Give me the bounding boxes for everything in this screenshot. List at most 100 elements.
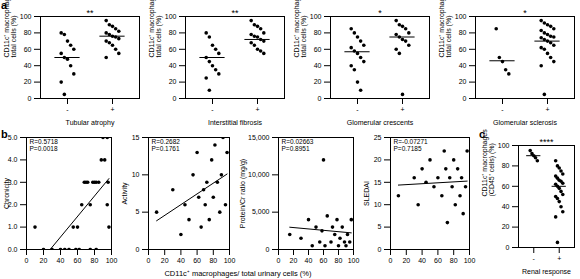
svg-text:0: 0 (378, 246, 382, 253)
svg-text:0: 0 (389, 257, 393, 264)
svg-text:40: 40 (57, 257, 65, 264)
svg-text:0: 0 (318, 95, 322, 102)
svg-text:80: 80 (169, 29, 177, 36)
svg-text:4.0: 4.0 (8, 156, 18, 163)
svg-text:60: 60 (314, 46, 322, 53)
svg-text:60: 60 (169, 46, 177, 53)
svg-text:Protein/Cr ratio (mg/g): Protein/Cr ratio (mg/g) (239, 159, 247, 228)
svg-text:20: 20 (161, 257, 169, 264)
svg-text:SLEDAI: SLEDAI (363, 181, 370, 206)
svg-text:100: 100 (455, 13, 467, 20)
svg-text:5,000: 5,000 (252, 208, 270, 215)
svg-text:0: 0 (463, 95, 467, 102)
svg-text:CD11c⁺ macrophages /total cell: CD11c⁺ macrophages /total cells (%) (293, 0, 308, 58)
svg-text:80: 80 (91, 257, 99, 264)
svg-text:-: - (501, 106, 504, 113)
svg-text:20: 20 (374, 156, 382, 163)
svg-text:80: 80 (24, 29, 32, 36)
svg-text:100: 100 (20, 13, 32, 20)
svg-text:-: - (66, 106, 69, 113)
svg-text:60: 60 (459, 46, 467, 53)
svg-text:60: 60 (193, 257, 201, 264)
svg-text:100: 100 (224, 257, 236, 264)
svg-text:10,000: 10,000 (248, 171, 270, 178)
svg-text:100: 100 (464, 257, 476, 264)
svg-text:60: 60 (434, 257, 442, 264)
svg-text:100: 100 (310, 13, 322, 20)
svg-text:80: 80 (502, 162, 510, 169)
svg-text:+: + (110, 106, 114, 113)
svg-text:Renal response: Renal response (522, 268, 571, 276)
svg-text:20: 20 (40, 257, 48, 264)
svg-text:Glomerular sclerosis: Glomerular sclerosis (493, 119, 557, 126)
svg-text:60: 60 (74, 257, 82, 264)
svg-text:100: 100 (348, 257, 360, 264)
svg-text:R=0.5718P=0.0018: R=0.5718P=0.0018 (30, 138, 59, 152)
svg-text:20: 20 (459, 78, 467, 85)
svg-text:15: 15 (374, 179, 382, 186)
svg-text:Chronicity: Chronicity (3, 177, 11, 209)
svg-text:40: 40 (314, 62, 322, 69)
svg-text:40: 40 (177, 257, 185, 264)
svg-text:R=0.02663P=0.8951: R=0.02663P=0.8951 (282, 138, 314, 152)
svg-text:R=-0.07271P=0.7185: R=-0.07271P=0.7185 (394, 138, 429, 152)
svg-text:**: ** (231, 8, 239, 18)
svg-text:40: 40 (502, 203, 510, 210)
svg-text:Glomerular crescents: Glomerular crescents (347, 119, 414, 126)
svg-text:20: 20 (24, 78, 32, 85)
svg-text:5.0: 5.0 (8, 134, 18, 141)
svg-text:0: 0 (266, 246, 270, 253)
svg-text:-: - (533, 255, 536, 262)
svg-text:20: 20 (290, 257, 298, 264)
svg-text:+: + (255, 106, 259, 113)
svg-text:60: 60 (24, 46, 32, 53)
svg-text:60: 60 (502, 183, 510, 190)
svg-text:80: 80 (459, 29, 467, 36)
svg-text:Tubular atrophy: Tubular atrophy (66, 119, 115, 127)
svg-text:5: 5 (378, 223, 382, 230)
svg-text:+: + (545, 106, 549, 113)
svg-text:****: **** (539, 137, 554, 147)
svg-text:100: 100 (498, 142, 510, 149)
svg-text:-: - (211, 106, 214, 113)
svg-text:0: 0 (25, 257, 29, 264)
svg-text:5: 5 (136, 208, 140, 215)
svg-text:20: 20 (502, 223, 510, 230)
svg-text:100: 100 (165, 13, 177, 20)
svg-text:0: 0 (173, 95, 177, 102)
svg-text:10: 10 (374, 201, 382, 208)
svg-text:40: 40 (459, 62, 467, 69)
svg-text:+: + (557, 255, 561, 262)
svg-text:CD11c⁺ macrophages /total cell: CD11c⁺ macrophages /total cells (%) (438, 0, 453, 58)
svg-text:1.0: 1.0 (8, 223, 18, 230)
svg-text:0: 0 (136, 246, 140, 253)
svg-text:-: - (356, 106, 359, 113)
svg-text:0: 0 (506, 244, 510, 251)
svg-text:*: * (523, 8, 527, 18)
svg-text:80: 80 (314, 29, 322, 36)
svg-text:+: + (400, 106, 404, 113)
svg-text:100: 100 (106, 257, 118, 264)
svg-text:20: 20 (402, 257, 410, 264)
svg-text:**: ** (86, 8, 94, 18)
svg-text:40: 40 (418, 257, 426, 264)
svg-text:20: 20 (169, 78, 177, 85)
svg-text:0: 0 (28, 95, 32, 102)
svg-text:CD11c⁺ macrophages /total cell: CD11c⁺ macrophages /total cells (%) (148, 0, 163, 58)
svg-text:80: 80 (450, 257, 458, 264)
svg-text:Activity: Activity (121, 182, 129, 205)
svg-text:15: 15 (132, 134, 140, 141)
svg-text:80: 80 (209, 257, 217, 264)
svg-text:40: 40 (24, 62, 32, 69)
svg-text:Interstitial fibrosis: Interstitial fibrosis (208, 119, 263, 126)
svg-text:40: 40 (169, 62, 177, 69)
svg-text:10: 10 (132, 171, 140, 178)
svg-text:0: 0 (147, 257, 151, 264)
svg-text:25: 25 (374, 134, 382, 141)
svg-text:15,000: 15,000 (248, 134, 270, 141)
svg-text:20: 20 (314, 78, 322, 85)
svg-text:*: * (378, 8, 382, 18)
svg-text:0: 0 (277, 257, 281, 264)
svg-text:R=0.2682P=0.1761: R=0.2682P=0.1761 (152, 138, 181, 152)
svg-text:80: 80 (335, 257, 343, 264)
